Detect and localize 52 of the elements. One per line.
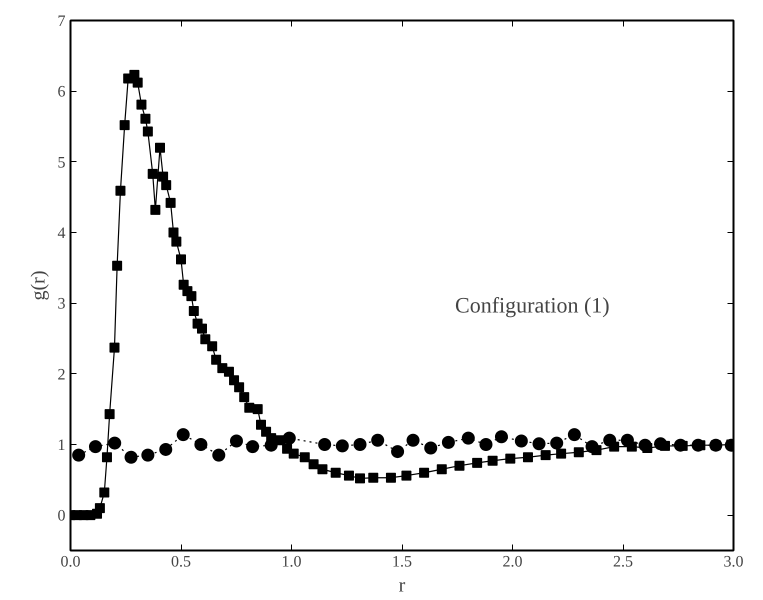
x-tick-label: 1.5 [392, 554, 412, 570]
x-tick-label: 3.0 [724, 554, 744, 570]
y-tick-label: 0 [58, 508, 66, 525]
point [620, 434, 634, 447]
point [194, 438, 208, 451]
point [212, 448, 226, 462]
point [603, 434, 616, 447]
y-tick-label: 1 [58, 437, 66, 454]
point [532, 437, 546, 450]
x-tick-label: 1.0 [282, 554, 302, 570]
point [479, 438, 492, 451]
y-tick-label: 2 [58, 366, 66, 384]
point [674, 438, 687, 452]
point [354, 438, 367, 451]
point [442, 436, 455, 449]
x-tick-label: 2.5 [613, 554, 633, 570]
point [462, 432, 475, 445]
point [282, 432, 296, 445]
point [371, 434, 384, 447]
y-tick-label: 5 [58, 154, 66, 172]
point [514, 434, 528, 448]
y-tick-label: 4 [58, 225, 66, 242]
point [230, 434, 243, 448]
point [159, 442, 172, 456]
point [88, 440, 102, 454]
point [264, 438, 278, 452]
point [176, 428, 190, 442]
x-tick-label: 0.5 [171, 554, 191, 570]
y-tick-label: 7 [58, 13, 66, 30]
point [108, 436, 122, 450]
point [586, 440, 599, 454]
point [494, 430, 508, 444]
point [336, 439, 349, 452]
x-tick-label: 2.0 [502, 554, 522, 570]
point [654, 437, 668, 450]
x-tick-label: 0.0 [60, 554, 80, 570]
point [568, 428, 581, 442]
point [391, 445, 404, 458]
y-axis-title: g(r) [28, 270, 50, 300]
point [246, 440, 260, 454]
point [72, 448, 86, 462]
point [406, 434, 420, 447]
point [141, 448, 154, 462]
x-axis-title: r [398, 574, 406, 596]
y-tick-label: 3 [58, 296, 66, 313]
point [424, 442, 438, 455]
point [638, 438, 652, 452]
point [318, 438, 332, 451]
annotation: Configuration (1) [455, 292, 610, 318]
point [124, 450, 138, 464]
y-tick-label: 6 [58, 84, 66, 101]
point [550, 436, 564, 450]
